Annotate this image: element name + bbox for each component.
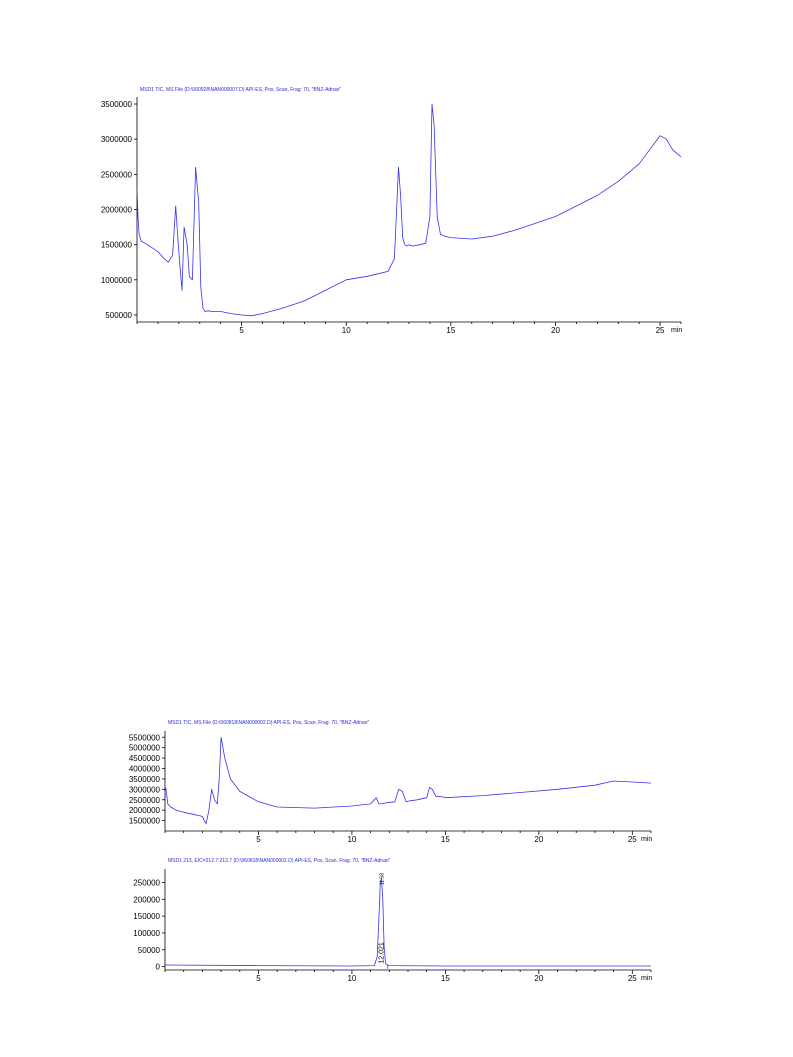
chart-title: MSD1 213, EIC=212.7:213.7 (D:\060818\NAN…: [168, 858, 391, 864]
x-tick-label: 5: [256, 835, 261, 844]
y-tick-label: 1500000: [101, 241, 133, 250]
y-tick-label: 250000: [133, 878, 160, 887]
y-tick-label: 200000: [133, 895, 160, 904]
series-line: [164, 736, 652, 825]
peak-label: 12.021: [379, 942, 386, 964]
y-tick-label: 1500000: [129, 817, 161, 826]
x-tick-label: 10: [342, 326, 351, 335]
series-line: [136, 103, 682, 317]
y-tick-label: 5000000: [129, 744, 161, 753]
x-tick-label: 15: [441, 835, 450, 844]
y-tick-label: 0: [156, 963, 161, 972]
x-tick-label: 5: [239, 326, 244, 335]
y-tick-label: 5500000: [129, 733, 161, 742]
chart-title: MSD1 TIC, MS File (D:\060818\NAN000002.D…: [168, 720, 370, 726]
x-tick-label: 20: [534, 974, 543, 983]
x-tick-label: 15: [446, 326, 455, 335]
tic-chromatogram-middle: MSD1 TIC, MS File (D:\060818\NAN000002.D…: [129, 720, 653, 844]
eic-chromatogram-bottom: MSD1 213, EIC=212.7:213.7 (D:\060818\NAN…: [133, 858, 652, 983]
y-tick-label: 2000000: [129, 806, 161, 815]
y-tick-label: 3500000: [101, 100, 133, 109]
x-axis-unit: min: [641, 836, 652, 843]
x-axis-unit: min: [671, 327, 682, 334]
x-tick-label: 10: [347, 974, 356, 983]
x-axis-unit: min: [641, 975, 652, 982]
y-tick-label: 2000000: [101, 206, 133, 215]
y-tick-label: 3500000: [129, 775, 161, 784]
y-tick-label: 1000000: [101, 276, 133, 285]
y-tick-label: 50000: [138, 946, 161, 955]
tic-chromatogram-top: MSD1 TIC, MS File (D:\060928\NAN000007.D…: [101, 87, 683, 335]
y-tick-label: 150000: [133, 912, 160, 921]
y-tick-label: 4000000: [129, 765, 161, 774]
x-tick-label: 25: [628, 974, 637, 983]
chart-title: MSD1 TIC, MS File (D:\060928\NAN000007.D…: [140, 87, 342, 93]
y-tick-label: 2500000: [101, 170, 133, 179]
x-tick-label: 15: [441, 974, 450, 983]
y-tick-label: 500000: [105, 311, 132, 320]
y-tick-label: 100000: [133, 929, 160, 938]
x-tick-label: 25: [656, 326, 665, 335]
x-tick-label: 20: [534, 835, 543, 844]
y-tick-label: 2500000: [129, 796, 161, 805]
y-tick-label: 4500000: [129, 754, 161, 763]
y-tick-label: 3000000: [129, 785, 161, 794]
x-tick-label: 20: [551, 326, 560, 335]
peak-label: 11.58: [379, 873, 385, 885]
x-tick-label: 10: [347, 835, 356, 844]
series-line: [164, 878, 651, 967]
x-tick-label: 5: [256, 974, 261, 983]
y-tick-label: 3000000: [101, 135, 133, 144]
x-tick-label: 25: [628, 835, 637, 844]
